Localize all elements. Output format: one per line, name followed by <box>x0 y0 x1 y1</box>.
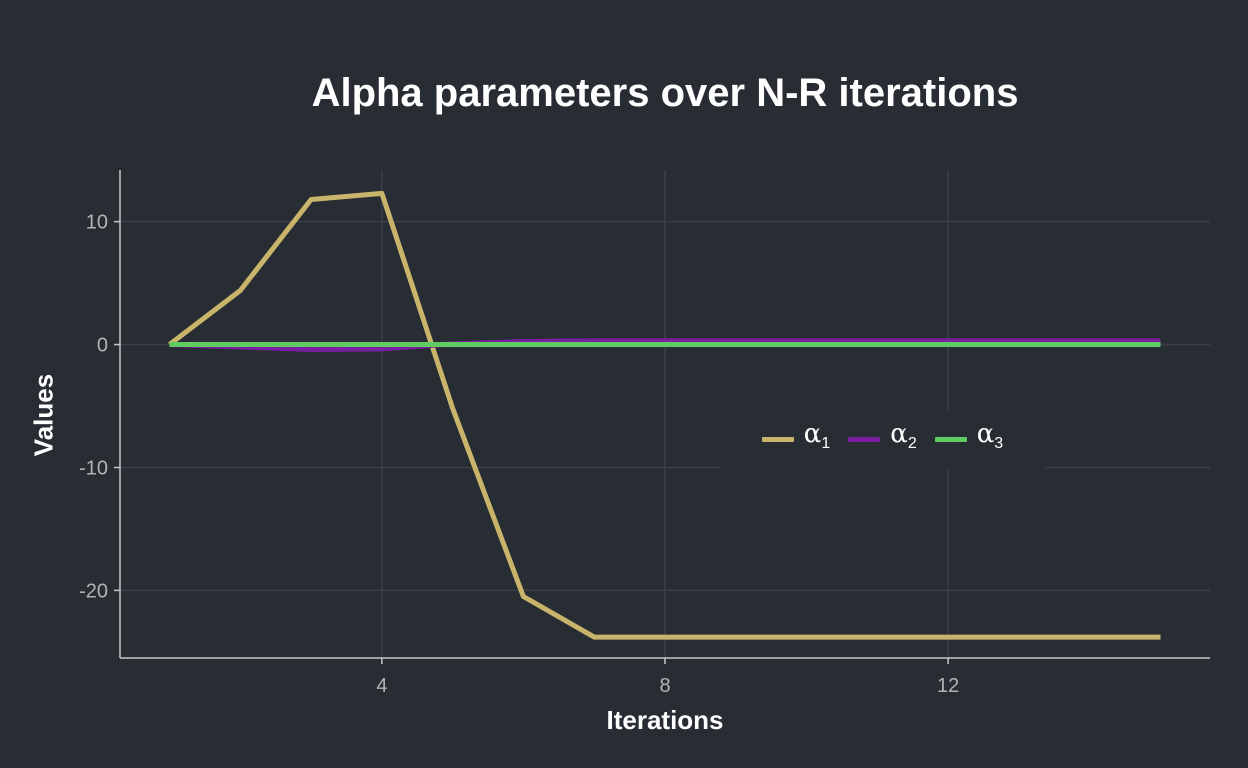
series-line-alpha-2 <box>169 338 1161 352</box>
legend-item-alpha-1: α1 <box>761 419 831 457</box>
legend-item-alpha-3: α3 <box>934 419 1004 457</box>
legend: α1 α2 α3 <box>720 410 1045 468</box>
legend-swatch-alpha-3 <box>934 436 967 442</box>
y-tick-label: 0 <box>97 335 108 357</box>
x-axis-title: Iterations <box>606 705 724 735</box>
x-tick-label: 4 <box>376 675 387 697</box>
y-tick-label: 10 <box>86 212 108 234</box>
chart-title: Alpha parameters over N-R iterations <box>311 71 1019 115</box>
legend-swatch-alpha-2 <box>848 436 881 442</box>
y-axis-title: Values <box>28 373 59 457</box>
legend-label-alpha-1: α1 <box>803 419 831 452</box>
x-tick-label: 8 <box>659 675 670 697</box>
legend-label-alpha-2: α2 <box>890 419 917 452</box>
x-tick-label: 12 <box>937 675 959 697</box>
legend-label-alpha-3: α3 <box>976 419 1004 452</box>
y-tick-label: -20 <box>79 580 108 602</box>
y-tick-label: -10 <box>79 457 108 479</box>
series-line-alpha-1 <box>167 190 1161 640</box>
legend-item-alpha-2: α2 <box>848 419 917 457</box>
legend-swatch-alpha-1 <box>761 436 794 442</box>
